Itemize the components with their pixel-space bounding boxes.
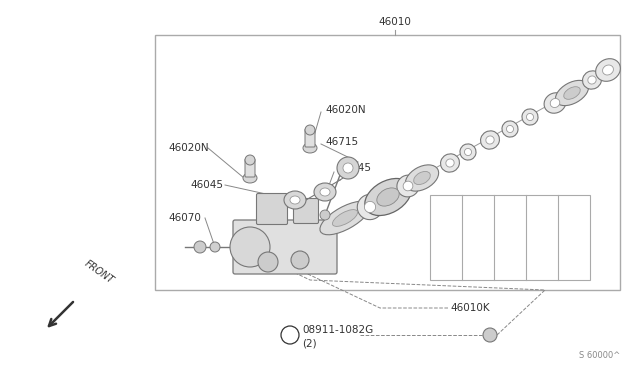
Ellipse shape	[506, 125, 513, 132]
Text: (2): (2)	[302, 339, 317, 349]
Circle shape	[343, 163, 353, 173]
FancyBboxPatch shape	[233, 220, 337, 274]
Ellipse shape	[481, 131, 499, 149]
Ellipse shape	[284, 191, 306, 209]
Ellipse shape	[243, 173, 257, 183]
Ellipse shape	[446, 159, 454, 167]
Bar	[430, 195, 590, 280]
FancyBboxPatch shape	[257, 193, 287, 224]
Ellipse shape	[556, 80, 589, 106]
Text: 46010K: 46010K	[450, 303, 490, 313]
Circle shape	[258, 252, 278, 272]
Circle shape	[194, 241, 206, 253]
Ellipse shape	[320, 188, 330, 196]
Text: 46070: 46070	[168, 213, 201, 223]
Ellipse shape	[290, 196, 300, 204]
Ellipse shape	[364, 201, 376, 213]
Text: 46715: 46715	[325, 137, 358, 147]
Ellipse shape	[564, 87, 580, 99]
Ellipse shape	[582, 71, 602, 89]
Ellipse shape	[527, 113, 534, 121]
FancyBboxPatch shape	[305, 129, 315, 147]
Text: 46045: 46045	[190, 180, 223, 190]
Circle shape	[210, 242, 220, 252]
Ellipse shape	[413, 171, 430, 185]
Ellipse shape	[460, 144, 476, 160]
Text: 46020N: 46020N	[325, 105, 365, 115]
Circle shape	[320, 210, 330, 220]
Ellipse shape	[397, 175, 419, 197]
Ellipse shape	[440, 154, 460, 172]
Text: FRONT: FRONT	[83, 259, 116, 286]
Ellipse shape	[588, 76, 596, 84]
Ellipse shape	[365, 179, 411, 215]
Circle shape	[281, 326, 299, 344]
Ellipse shape	[314, 183, 336, 201]
Ellipse shape	[502, 121, 518, 137]
Circle shape	[291, 251, 309, 269]
Bar	[155, 35, 620, 290]
Ellipse shape	[596, 59, 620, 81]
Text: 46045: 46045	[338, 163, 371, 173]
Ellipse shape	[603, 65, 613, 75]
Text: 46010: 46010	[379, 17, 412, 27]
Ellipse shape	[320, 201, 370, 235]
Ellipse shape	[550, 99, 560, 108]
Text: S 60000^: S 60000^	[579, 351, 620, 360]
Ellipse shape	[332, 209, 358, 227]
Circle shape	[305, 125, 315, 135]
Ellipse shape	[357, 194, 383, 219]
Ellipse shape	[405, 165, 438, 191]
Circle shape	[245, 155, 255, 165]
Text: 46020N: 46020N	[168, 143, 209, 153]
Circle shape	[483, 328, 497, 342]
Ellipse shape	[544, 93, 566, 113]
Ellipse shape	[465, 148, 472, 155]
Text: 08911-1082G: 08911-1082G	[302, 325, 373, 335]
Text: N: N	[286, 330, 294, 340]
Ellipse shape	[486, 136, 494, 144]
Circle shape	[337, 157, 359, 179]
Ellipse shape	[303, 143, 317, 153]
Circle shape	[230, 227, 270, 267]
FancyBboxPatch shape	[294, 199, 319, 224]
FancyBboxPatch shape	[245, 159, 255, 177]
Ellipse shape	[522, 109, 538, 125]
Ellipse shape	[403, 181, 413, 191]
Ellipse shape	[377, 188, 399, 206]
